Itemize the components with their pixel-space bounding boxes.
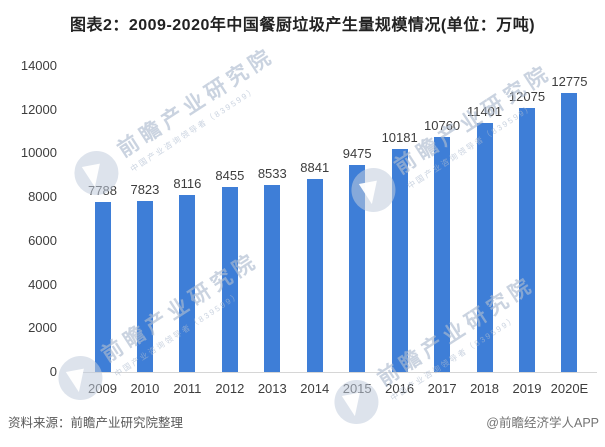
x-axis-tick-label: 2016 xyxy=(385,381,415,396)
bar-value-label: 10181 xyxy=(381,130,418,146)
bar-value-label: 9475 xyxy=(342,145,372,161)
bar-value-label: 7823 xyxy=(130,182,160,197)
credit-note: @前瞻经济学人APP xyxy=(486,416,599,430)
bar-value-label: 10760 xyxy=(424,117,461,133)
bar-2011 xyxy=(179,194,196,372)
bar-2012 xyxy=(221,187,238,372)
x-axis-tick-label: 2013 xyxy=(257,381,287,396)
bar-value-label: 8116 xyxy=(173,175,202,191)
x-axis-tick-label: 2018 xyxy=(470,381,499,396)
x-axis-line xyxy=(78,372,597,373)
bar-value-label: 12075 xyxy=(508,89,546,105)
bar-value-label: 11401 xyxy=(466,103,503,119)
y-axis-tick-label: 6000 xyxy=(28,232,57,248)
y-axis-tick-label: 2000 xyxy=(28,320,57,336)
bar-2010 xyxy=(136,201,153,372)
x-axis-tick-label: 2012 xyxy=(215,381,245,396)
bar-2014 xyxy=(306,178,323,372)
bar-2015 xyxy=(349,164,366,372)
bar-value-label: 8533 xyxy=(257,166,287,182)
x-axis-tick-label: 2017 xyxy=(427,381,457,396)
chart-title: 图表2：2009-2020年中国餐厨垃圾产生量规模情况(单位：万吨) xyxy=(69,17,536,34)
watermark-text: 前瞻产业研究院 xyxy=(113,43,279,162)
y-axis-tick-label: 10000 xyxy=(20,145,57,161)
source-note: 资料来源：前瞻产业研究院整理 xyxy=(8,416,184,430)
bar-2017 xyxy=(434,136,451,372)
y-axis-tick-label: 12000 xyxy=(20,101,57,117)
bar-value-label: 8841 xyxy=(300,159,330,175)
bar-value-label: 8455 xyxy=(215,168,245,184)
x-axis-tick-label: 2010 xyxy=(130,381,160,396)
bar-2016 xyxy=(391,149,408,372)
bar-2009 xyxy=(94,201,111,372)
bar-2020E xyxy=(561,92,578,372)
x-axis-tick-label: 2014 xyxy=(300,381,330,396)
y-axis-tick-label: 8000 xyxy=(28,189,57,205)
x-axis-tick-label: 2019 xyxy=(512,381,542,396)
y-axis-tick-label: 4000 xyxy=(28,276,57,292)
watermark-subtext: 中国产业咨询领导者（839599） xyxy=(128,84,259,174)
bar-2013 xyxy=(264,185,281,372)
y-axis-tick-label: 0 xyxy=(49,364,57,379)
bar-2019 xyxy=(519,108,535,372)
bar-2018 xyxy=(476,122,493,372)
bar-value-label: 12775 xyxy=(551,73,588,89)
y-axis-tick-label: 14000 xyxy=(20,58,57,73)
x-axis-tick-label: 2011 xyxy=(173,381,202,396)
x-axis-tick-label: 2020E xyxy=(550,381,589,396)
